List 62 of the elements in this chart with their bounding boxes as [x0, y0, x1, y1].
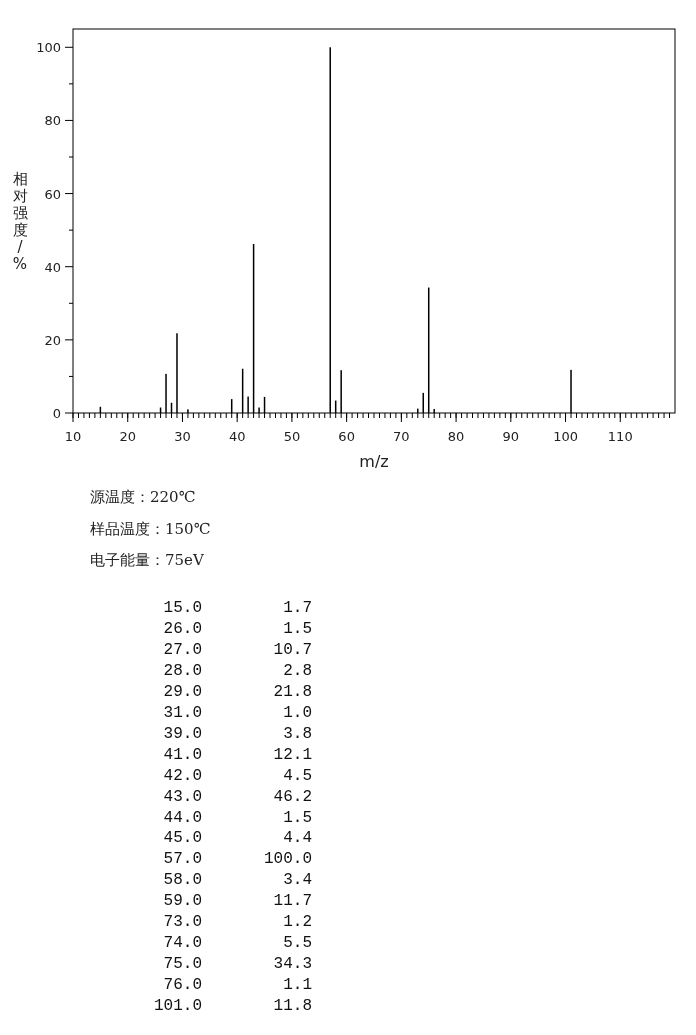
x-tick-label: 40	[228, 429, 246, 444]
text: 1.7	[283, 599, 312, 617]
text: 15.0	[163, 599, 202, 617]
y-axis-title: 相对强度/%	[12, 170, 28, 273]
text: 45.0	[163, 829, 202, 848]
text: 76.0	[163, 976, 202, 995]
text: 11.8	[273, 997, 312, 1016]
x-axis-title: m/z	[359, 452, 389, 471]
text: 1.2	[283, 913, 312, 932]
text: 59.0	[163, 892, 202, 911]
text: 101.0	[153, 997, 202, 1016]
text: 1.5	[283, 619, 312, 638]
text: 75.0	[163, 955, 202, 974]
y-tick-label: 20	[44, 332, 61, 348]
x-tick-label: 80	[447, 429, 465, 444]
text: 57.0	[163, 850, 202, 869]
text: 58.0	[163, 871, 202, 890]
x-tick-label: 50	[283, 429, 301, 444]
text: 10.7	[273, 640, 312, 659]
text: 27.0	[163, 640, 202, 659]
x-tick-label: 10	[64, 429, 82, 444]
x-tick-label: 60	[338, 429, 355, 444]
text: 源温度：220℃	[90, 488, 196, 506]
y-tick-label: 80	[44, 113, 61, 129]
x-tick-label: 90	[502, 429, 520, 444]
text: 41.0	[163, 745, 202, 764]
text: 21.8	[273, 682, 312, 701]
text: 1.1	[283, 976, 312, 995]
text: 43.0	[163, 787, 202, 806]
text: 44.0	[163, 808, 202, 827]
text: 1.0	[283, 703, 312, 722]
text: 42.0	[163, 766, 202, 785]
text: 3.4	[283, 871, 312, 890]
text: 样品温度：150℃	[90, 519, 211, 538]
text: 11.7	[273, 892, 312, 911]
x-tick-label: 110	[607, 429, 633, 444]
text: 1.5	[283, 808, 312, 827]
text: 34.3	[273, 955, 312, 974]
text: 26.0	[163, 619, 202, 638]
text: 5.5	[283, 934, 312, 953]
text: 28.0	[163, 661, 202, 680]
x-tick-label: 70	[393, 429, 410, 444]
text: 2.8	[283, 661, 312, 680]
y-tick-label: 40	[44, 259, 61, 275]
text: 100.0	[263, 850, 312, 869]
y-tick-label: 60	[44, 186, 61, 202]
text: 电子能量：75eV	[90, 551, 205, 569]
text: 73.0	[163, 913, 202, 932]
x-tick-label: 30	[174, 429, 191, 444]
text: 4.5	[283, 766, 312, 785]
y-tick-label: 0	[52, 406, 61, 421]
text: 29.0	[163, 682, 202, 701]
text: 74.0	[163, 934, 202, 953]
text: 3.8	[283, 724, 312, 743]
text: 31.0	[163, 703, 202, 722]
text: 12.1	[273, 745, 312, 764]
y-tick-label: 100	[36, 40, 61, 56]
text: 4.4	[283, 829, 312, 848]
text: 46.2	[273, 787, 312, 806]
text: 39.0	[163, 724, 202, 743]
x-tick-label: 100	[553, 429, 578, 444]
x-tick-label: 20	[119, 429, 136, 444]
